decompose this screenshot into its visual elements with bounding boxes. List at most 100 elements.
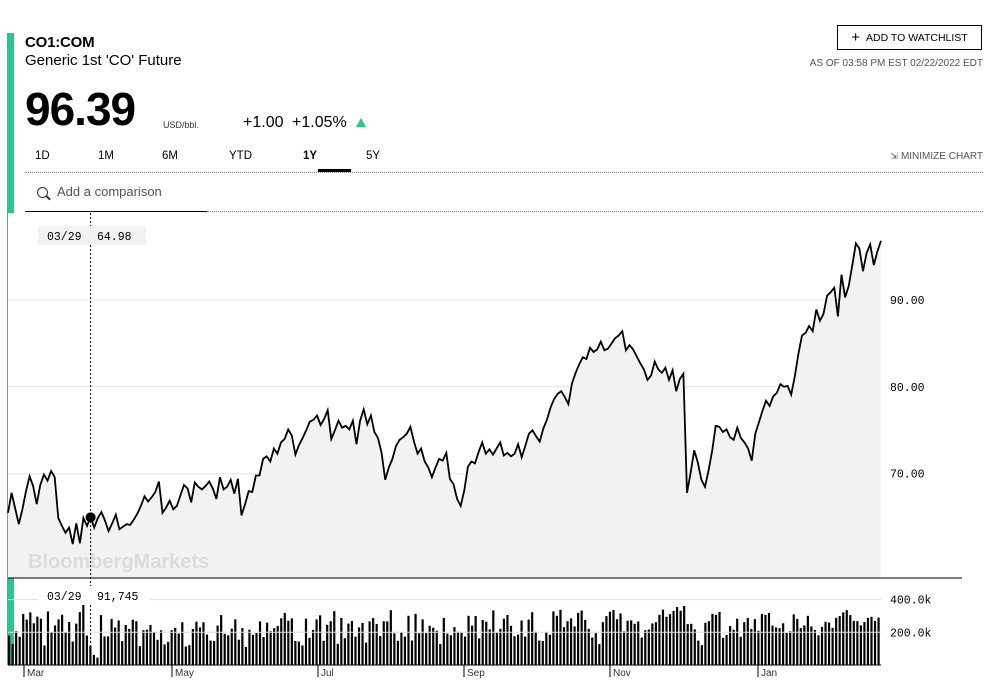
volume-bar	[315, 619, 318, 665]
volume-bar	[71, 641, 74, 665]
volume-bar	[668, 614, 672, 665]
volume-bar	[481, 619, 484, 665]
volume-bar	[209, 640, 212, 665]
volume-bar	[676, 607, 679, 665]
y-tick-label: 90.00	[890, 295, 925, 308]
volume-bar	[85, 635, 88, 665]
volume-bar	[538, 640, 541, 665]
volume-bar	[615, 619, 619, 665]
tab-1m[interactable]: 1M	[98, 150, 114, 162]
volume-bar	[608, 611, 612, 665]
volume-bar	[810, 626, 813, 665]
volume-tooltip: 03/29 91,745	[38, 586, 150, 605]
volume-bar	[856, 621, 859, 665]
volume-bar	[714, 614, 718, 665]
volume-bar	[304, 618, 308, 665]
volume-bar	[39, 618, 42, 665]
tab-1y[interactable]: 1Y	[303, 150, 318, 162]
volume-bar	[877, 617, 880, 665]
time-range-tabs: 1D 1M 6M YTD 1Y 5Y ⇲ MINIMIZE CHART	[25, 146, 983, 173]
volume-bar	[644, 630, 647, 665]
volume-bar	[637, 621, 640, 665]
volume-bar	[386, 621, 389, 665]
volume-bar	[227, 635, 230, 666]
last-price: 96.39	[25, 83, 136, 135]
volume-bar	[266, 622, 269, 665]
volume-bar	[99, 615, 103, 665]
volume-bar	[145, 629, 149, 665]
tooltip-volume: 91,745	[97, 591, 139, 604]
volume-bar	[223, 633, 226, 665]
minimize-chart-button[interactable]: ⇲ MINIMIZE CHART	[890, 151, 983, 162]
volume-bar	[630, 620, 633, 665]
plus-icon: +	[851, 29, 861, 46]
volume-bar	[870, 616, 873, 665]
x-tick-label: Jul	[317, 665, 334, 679]
volume-bar	[527, 619, 530, 665]
volume-bar	[269, 631, 272, 665]
price-tooltip: 03/29 64.98	[38, 226, 146, 245]
volume-bar	[552, 611, 555, 665]
volume-bar	[686, 624, 689, 665]
volume-bar	[852, 620, 855, 665]
volume-bar	[82, 604, 85, 665]
comparison-input[interactable]	[55, 183, 209, 200]
volume-bar	[8, 635, 11, 665]
volume-bar	[191, 629, 194, 665]
volume-bar	[771, 625, 774, 665]
comparison-search	[25, 180, 209, 212]
volume-bar	[417, 633, 421, 665]
tab-6m[interactable]: 6M	[162, 150, 178, 162]
volume-bar	[110, 618, 113, 665]
volume-bar	[114, 627, 117, 665]
volume-bar	[866, 617, 870, 665]
volume-bar	[626, 620, 629, 665]
search-icon	[37, 187, 48, 198]
volume-bar	[361, 623, 364, 665]
tab-1d[interactable]: 1D	[35, 150, 50, 162]
volume-bar	[382, 621, 385, 665]
volume-bar	[845, 610, 848, 665]
volume-bar	[580, 610, 583, 665]
tab-ytd[interactable]: YTD	[229, 150, 252, 162]
volume-bar	[106, 636, 110, 665]
volume-bar	[796, 618, 799, 665]
volume-bar	[276, 625, 279, 665]
volume-bar	[403, 636, 407, 665]
volume-bar	[322, 640, 325, 665]
volume-bar	[244, 646, 247, 665]
volume-bar	[471, 625, 474, 665]
volume-bar	[372, 618, 375, 665]
volume-bar	[499, 628, 502, 665]
volume-bar	[463, 636, 467, 665]
volume-bar	[782, 623, 785, 665]
volume-bar	[308, 637, 311, 665]
volume-bar	[439, 643, 442, 665]
volume-bar	[273, 628, 276, 665]
x-tick-label: Mar	[23, 665, 45, 679]
tooltip-volume-date: 03/29	[47, 591, 82, 604]
volume-bar	[531, 612, 534, 665]
volume-bar	[764, 614, 767, 665]
tab-5y[interactable]: 5Y	[366, 150, 381, 162]
price-change: +1.00	[243, 114, 284, 131]
volume-bar	[799, 628, 802, 665]
volume-bar	[513, 636, 516, 665]
volume-bar	[548, 634, 551, 665]
volume-bar	[375, 624, 378, 665]
volume-bar	[170, 630, 173, 665]
volume-bar	[36, 616, 39, 665]
volume-bar	[343, 638, 346, 665]
volume-bar	[32, 623, 35, 665]
volume-bar	[220, 615, 223, 665]
volume-bar	[53, 625, 57, 665]
volume-bar	[495, 632, 498, 665]
volume-bar	[280, 618, 283, 666]
volume-bar	[432, 627, 435, 665]
volume-bar	[449, 635, 452, 666]
volume-bar	[64, 632, 67, 665]
x-tick-label: May	[171, 665, 194, 679]
volume-bar	[778, 628, 781, 665]
add-to-watchlist-button[interactable]: + ADD TO WATCHLIST	[837, 25, 982, 50]
